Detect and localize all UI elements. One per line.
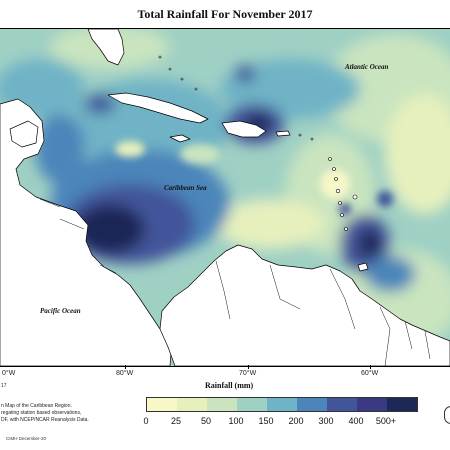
pacific-ocean-label: Pacific Ocean: [40, 307, 81, 315]
florida-land: [87, 29, 125, 66]
lesser-antilles: [158, 55, 358, 231]
lon-label-60w: 60°W: [361, 370, 379, 377]
lon-tick-70w: [248, 365, 249, 369]
legend-label: 100: [228, 416, 244, 426]
legend-label: 500+: [375, 416, 397, 426]
legend-swatch: [387, 398, 417, 411]
legend-swatch: [177, 398, 207, 411]
legend-swatch: [147, 398, 177, 411]
legend-swatch: [357, 398, 387, 411]
legend-label: 150: [258, 416, 274, 426]
trinidad-land: [357, 262, 369, 272]
legend-label: 25: [170, 416, 182, 426]
lon-tick-80w: [125, 365, 126, 369]
jamaica-land: [169, 134, 191, 143]
land-masses: [0, 29, 450, 366]
legend-label: 300: [318, 416, 334, 426]
credit-text: CIMH December-20: [6, 436, 47, 441]
legend-label: 0: [143, 416, 149, 426]
legend-swatch: [297, 398, 327, 411]
lon-label-partial: 0°W: [2, 370, 16, 377]
footnote-number: 17: [1, 383, 7, 389]
atlantic-ocean-label: Atlantic Ocean: [345, 63, 389, 71]
rainfall-map[interactable]: [0, 28, 450, 367]
legend-label: 200: [288, 416, 304, 426]
legend-labels: 0 25 50 100 150 200 300 400 500+: [0, 416, 450, 428]
legend-swatch: [267, 398, 297, 411]
country-borders: [39, 198, 431, 366]
puerto-rico-land: [275, 130, 291, 137]
corner-logo-fragment: [444, 406, 450, 424]
footnote-line-2: regating station based observations,: [1, 410, 82, 416]
legend-swatch: [327, 398, 357, 411]
footnote-line-3: DF, with NCEP/NCAR Reanalysis Data.: [1, 417, 89, 423]
footnote-line-1: n Map of the Caribbean Region.: [1, 403, 72, 409]
cuba-land: [107, 92, 209, 124]
legend-label: 50: [200, 416, 212, 426]
lon-tick-60w: [370, 365, 371, 369]
hispaniola-land: [221, 120, 267, 138]
south-america-land: [159, 244, 450, 366]
legend-swatch: [207, 398, 237, 411]
lon-label-80w: 80°W: [116, 370, 134, 377]
legend-axis-title: Rainfall (mm): [205, 381, 254, 390]
caribbean-sea-label: Caribbean Sea: [164, 184, 207, 192]
legend-swatch: [237, 398, 267, 411]
yucatan-land: [9, 120, 39, 148]
rainfall-field: [0, 29, 450, 366]
rainfall-map-svg: [0, 29, 450, 366]
rainfall-legend: [146, 397, 418, 412]
lon-label-70w: 70°W: [239, 370, 257, 377]
map-title: Total Rainfall For November 2017: [137, 7, 313, 21]
legend-label: 400: [348, 416, 364, 426]
